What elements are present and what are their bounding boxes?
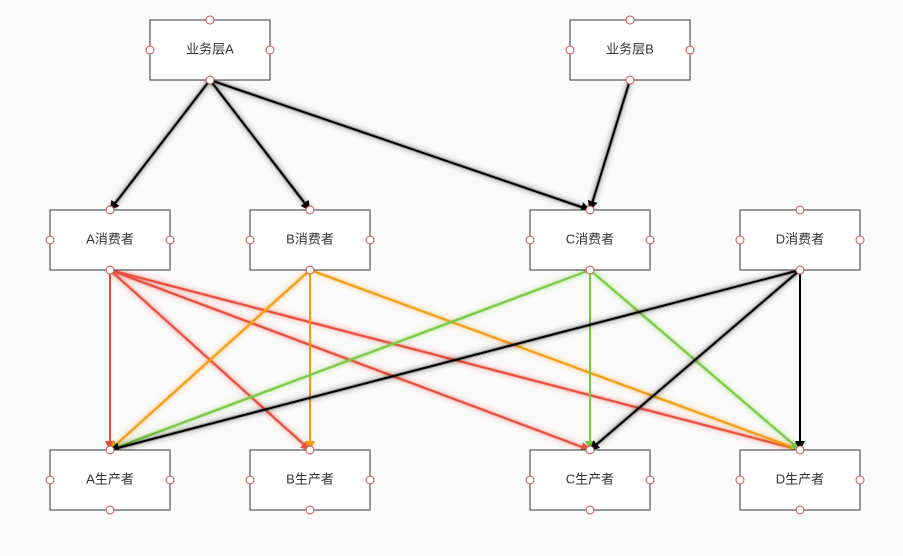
node-prodA[interactable]: A生产者	[46, 446, 174, 514]
connection-port-icon[interactable]	[736, 236, 744, 244]
connection-port-icon[interactable]	[106, 446, 114, 454]
node-label: B消费者	[286, 231, 334, 246]
connection-port-icon[interactable]	[796, 446, 804, 454]
node-consC[interactable]: C消费者	[526, 206, 654, 274]
node-bizB[interactable]: 业务层B	[566, 16, 694, 84]
node-label: D生产者	[776, 471, 824, 486]
connection-port-icon[interactable]	[566, 46, 574, 54]
nodes-layer: 业务层A 业务层B A消费者 B消费者 C消费者 D消费者 A生产者 B生产者 C生产者 D生产者	[46, 16, 864, 514]
connection-port-icon[interactable]	[46, 236, 54, 244]
node-bizA[interactable]: 业务层A	[146, 16, 274, 84]
connection-port-icon[interactable]	[106, 506, 114, 514]
connection-port-icon[interactable]	[646, 236, 654, 244]
node-label: A生产者	[86, 471, 134, 486]
edge	[110, 80, 210, 210]
connection-port-icon[interactable]	[736, 476, 744, 484]
connection-port-icon[interactable]	[246, 236, 254, 244]
node-prodD[interactable]: D生产者	[736, 446, 864, 514]
connection-port-icon[interactable]	[306, 266, 314, 274]
edge	[210, 80, 310, 210]
connection-port-icon[interactable]	[246, 476, 254, 484]
node-label: 业务层B	[606, 41, 654, 56]
connection-port-icon[interactable]	[526, 236, 534, 244]
node-label: B生产者	[286, 471, 334, 486]
connection-port-icon[interactable]	[526, 476, 534, 484]
connection-port-icon[interactable]	[306, 506, 314, 514]
connection-port-icon[interactable]	[796, 266, 804, 274]
connection-port-icon[interactable]	[586, 266, 594, 274]
connection-port-icon[interactable]	[106, 266, 114, 274]
edge	[210, 80, 590, 210]
connection-port-icon[interactable]	[626, 76, 634, 84]
connection-port-icon[interactable]	[166, 476, 174, 484]
node-label: D消费者	[776, 231, 824, 246]
connection-port-icon[interactable]	[646, 476, 654, 484]
node-prodC[interactable]: C生产者	[526, 446, 654, 514]
edge	[590, 80, 630, 210]
connection-port-icon[interactable]	[626, 16, 634, 24]
node-consB[interactable]: B消费者	[246, 206, 374, 274]
node-label: 业务层A	[186, 41, 234, 56]
connection-port-icon[interactable]	[306, 206, 314, 214]
connection-port-icon[interactable]	[366, 476, 374, 484]
node-consD[interactable]: D消费者	[736, 206, 864, 274]
connection-port-icon[interactable]	[46, 476, 54, 484]
node-label: C生产者	[566, 471, 614, 486]
node-label: A消费者	[86, 231, 134, 246]
node-consA[interactable]: A消费者	[46, 206, 174, 274]
connection-port-icon[interactable]	[106, 206, 114, 214]
connection-port-icon[interactable]	[586, 206, 594, 214]
connection-port-icon[interactable]	[856, 236, 864, 244]
node-label: C消费者	[566, 231, 614, 246]
connection-port-icon[interactable]	[586, 446, 594, 454]
connection-port-icon[interactable]	[266, 46, 274, 54]
connection-port-icon[interactable]	[206, 76, 214, 84]
connection-port-icon[interactable]	[856, 476, 864, 484]
connection-port-icon[interactable]	[686, 46, 694, 54]
connection-port-icon[interactable]	[146, 46, 154, 54]
connection-port-icon[interactable]	[796, 206, 804, 214]
connection-port-icon[interactable]	[796, 506, 804, 514]
edge	[310, 270, 800, 450]
node-prodB[interactable]: B生产者	[246, 446, 374, 514]
connection-port-icon[interactable]	[366, 236, 374, 244]
connection-port-icon[interactable]	[206, 16, 214, 24]
connection-port-icon[interactable]	[586, 506, 594, 514]
diagram-canvas: 业务层A 业务层B A消费者 B消费者 C消费者 D消费者 A生产者 B生产者 C生产者 D生产者	[0, 0, 903, 556]
edges-layer	[110, 80, 800, 450]
connection-port-icon[interactable]	[306, 446, 314, 454]
connection-port-icon[interactable]	[166, 236, 174, 244]
